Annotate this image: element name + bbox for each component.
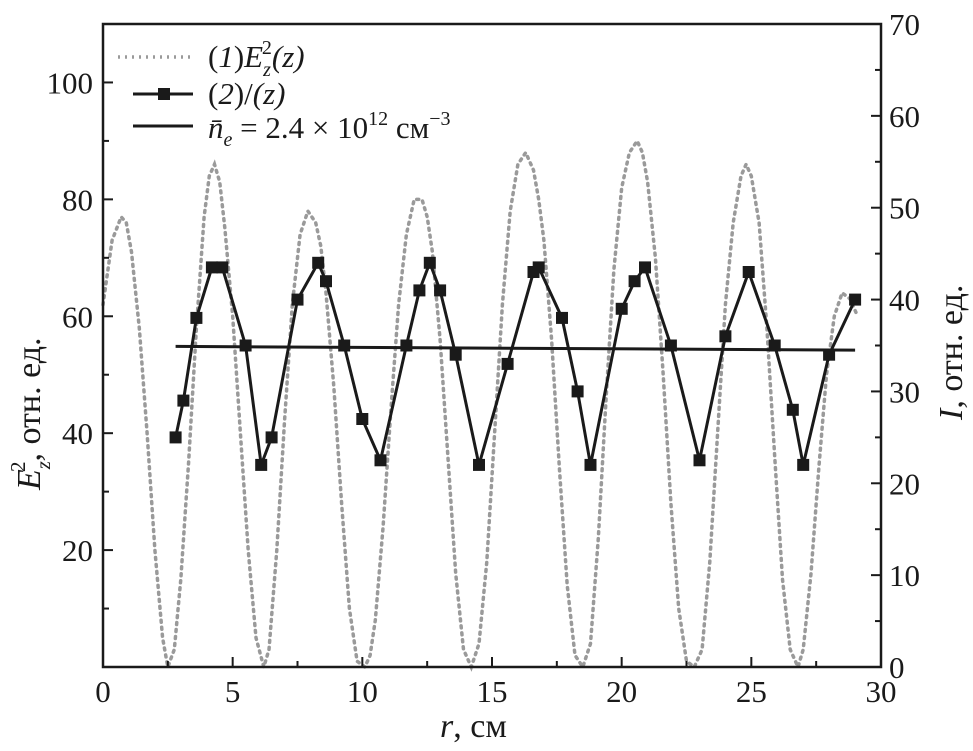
right-tick-label-50: 50 bbox=[889, 191, 920, 226]
legend-3-sub: e bbox=[224, 129, 233, 151]
legend-2-prefix: ( bbox=[208, 76, 218, 111]
right-tick-label-10: 10 bbox=[889, 558, 920, 593]
legend-3-tail: = 2.4 × 10 bbox=[232, 110, 368, 145]
legend-label-1: (1)Ez2(z) bbox=[208, 37, 305, 81]
legend-1-sup: 2 bbox=[262, 37, 272, 59]
x-tick-label-30: 30 bbox=[866, 674, 897, 709]
legend-2-main: / bbox=[244, 76, 253, 111]
series-2-point bbox=[423, 256, 436, 269]
legend-marker-2 bbox=[158, 88, 170, 100]
left-axis-label-sub: z bbox=[31, 461, 55, 470]
series-2-point bbox=[556, 311, 568, 324]
series-2-point bbox=[434, 284, 447, 297]
right-axis-title: I, отн. ед. bbox=[933, 285, 970, 421]
series-2-point bbox=[190, 311, 203, 324]
x-axis-label: r bbox=[440, 708, 454, 745]
legend-1-tail: (z) bbox=[272, 39, 305, 74]
series-2-point bbox=[584, 458, 597, 471]
legend-3-unit-sup: −3 bbox=[429, 108, 450, 130]
series-2-point bbox=[400, 339, 413, 352]
legend-1-sub: z bbox=[262, 59, 271, 81]
series-layer bbox=[101, 137, 862, 674]
series-2-point bbox=[742, 266, 755, 278]
legend-1-main: E bbox=[243, 39, 263, 74]
series-2-point bbox=[374, 454, 387, 467]
series-3-line bbox=[175, 344, 856, 352]
legend: (1)Ez2(z) (2)/(z) n̄e = 2.4 × 1012 см−3 bbox=[118, 37, 451, 151]
right-tick-label-60: 60 bbox=[889, 99, 920, 134]
series-2-point bbox=[615, 302, 628, 315]
series-2-point bbox=[413, 284, 426, 297]
left-axis-label-main: E bbox=[11, 469, 48, 491]
series-2-point bbox=[338, 339, 351, 352]
left-tick-label-60: 60 bbox=[62, 299, 93, 334]
series-2-point bbox=[823, 348, 836, 361]
right-axis-label-main: I bbox=[933, 407, 970, 421]
legend-1-num: 1 bbox=[218, 39, 234, 74]
left-axis-label-sup: 2 bbox=[6, 462, 30, 473]
left-tick-label-80: 80 bbox=[62, 182, 93, 217]
x-tick-label-15: 15 bbox=[477, 674, 508, 709]
legend-3-unit: см bbox=[388, 110, 429, 145]
x-tick-label-10: 10 bbox=[347, 674, 378, 709]
series-2-point bbox=[265, 431, 278, 444]
series-2-point bbox=[177, 394, 190, 407]
legend-label-3: n̄e = 2.4 × 1012 см−3 bbox=[208, 108, 451, 151]
legend-3-main: n̄ bbox=[208, 110, 224, 145]
legend-1-mid: ) bbox=[234, 39, 244, 74]
ticks-layer: 0 5 10 15 20 25 30 20 40 60 80 100 0 10 20 30 40 50 60 70 bbox=[47, 7, 921, 709]
series-2-point bbox=[216, 261, 229, 274]
series-2-point bbox=[693, 454, 706, 467]
x-tick-label-5: 5 bbox=[225, 674, 241, 709]
left-tick-label-20: 20 bbox=[62, 533, 93, 568]
x-tick-label-0: 0 bbox=[95, 674, 111, 709]
series-2-point bbox=[501, 357, 514, 370]
x-axis-unit: , см bbox=[453, 708, 507, 745]
series-2-point bbox=[291, 293, 304, 306]
series-2-point bbox=[571, 385, 584, 398]
series-2-point bbox=[320, 275, 332, 288]
series-1-line bbox=[101, 137, 860, 674]
x-tick-label-25: 25 bbox=[736, 674, 767, 709]
left-tick-label-40: 40 bbox=[62, 416, 93, 451]
legend-1-prefix: ( bbox=[208, 39, 218, 74]
left-axis-title: Ez2, отн. ед. bbox=[6, 337, 55, 491]
right-tick-label-20: 20 bbox=[889, 466, 920, 501]
series-2-point bbox=[532, 261, 545, 274]
series-2-point bbox=[473, 458, 485, 471]
x-tick-label-20: 20 bbox=[606, 674, 637, 709]
series-2-point bbox=[849, 293, 862, 306]
series-2-point bbox=[312, 256, 325, 269]
x-axis-title: r, см bbox=[440, 708, 507, 745]
left-axis-label-rest: , отн. ед. bbox=[11, 337, 48, 461]
legend-label-2: (2)/(z) bbox=[208, 76, 286, 111]
legend-3-sup: 12 bbox=[368, 108, 388, 130]
series-2-point bbox=[639, 261, 651, 274]
series-2-point bbox=[786, 403, 799, 416]
legend-2-mid: ) bbox=[234, 76, 244, 111]
legend-2-tail: (z) bbox=[253, 76, 286, 111]
legend-2-num: 2 bbox=[218, 76, 234, 111]
series-2-point bbox=[255, 458, 268, 471]
right-tick-label-70: 70 bbox=[889, 7, 920, 42]
right-tick-label-30: 30 bbox=[889, 374, 920, 409]
series-2-point bbox=[719, 330, 732, 343]
right-tick-label-40: 40 bbox=[889, 283, 920, 318]
series-2-point bbox=[449, 348, 462, 361]
series-2-point bbox=[628, 275, 641, 288]
right-tick-label-0: 0 bbox=[889, 650, 905, 685]
right-axis-label-rest: , отн. ед. bbox=[933, 285, 970, 409]
series-2-point bbox=[205, 261, 218, 274]
series-2-point bbox=[356, 413, 369, 425]
left-tick-label-100: 100 bbox=[47, 65, 94, 100]
series-2-point bbox=[169, 431, 182, 444]
series-2-point bbox=[797, 458, 810, 471]
